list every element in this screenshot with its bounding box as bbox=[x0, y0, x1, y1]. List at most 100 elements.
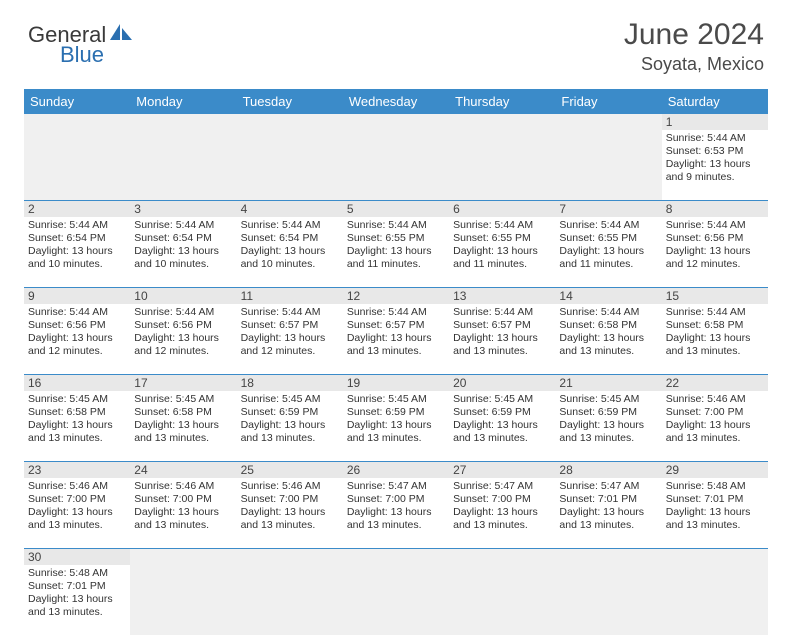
daylight-text: Daylight: 13 hours and 13 minutes. bbox=[347, 419, 445, 445]
daylight-text: Daylight: 13 hours and 13 minutes. bbox=[28, 419, 126, 445]
empty-cell bbox=[555, 565, 661, 635]
sunrise-text: Sunrise: 5:44 AM bbox=[241, 219, 339, 232]
day-number bbox=[343, 549, 449, 565]
sunrise-text: Sunrise: 5:46 AM bbox=[28, 480, 126, 493]
empty-cell bbox=[130, 130, 236, 200]
sunrise-text: Sunrise: 5:44 AM bbox=[666, 219, 764, 232]
day-number: 30 bbox=[24, 549, 130, 565]
day-number: 16 bbox=[24, 375, 130, 391]
sunrise-text: Sunrise: 5:47 AM bbox=[559, 480, 657, 493]
daylight-text: Daylight: 13 hours and 13 minutes. bbox=[28, 593, 126, 619]
sunrise-text: Sunrise: 5:47 AM bbox=[347, 480, 445, 493]
logo-text-blue: Blue bbox=[60, 42, 104, 68]
day-number bbox=[130, 549, 236, 565]
sunrise-text: Sunrise: 5:44 AM bbox=[134, 219, 232, 232]
sunset-text: Sunset: 7:00 PM bbox=[666, 406, 764, 419]
sunrise-text: Sunrise: 5:44 AM bbox=[453, 306, 551, 319]
daylight-text: Daylight: 13 hours and 12 minutes. bbox=[28, 332, 126, 358]
empty-cell bbox=[237, 565, 343, 635]
sunset-text: Sunset: 6:58 PM bbox=[28, 406, 126, 419]
sunrise-text: Sunrise: 5:48 AM bbox=[666, 480, 764, 493]
sunrise-text: Sunrise: 5:44 AM bbox=[28, 219, 126, 232]
sunrise-text: Sunrise: 5:44 AM bbox=[453, 219, 551, 232]
day-cell: Sunrise: 5:44 AMSunset: 6:53 PMDaylight:… bbox=[662, 130, 768, 200]
day-cell: Sunrise: 5:47 AMSunset: 7:01 PMDaylight:… bbox=[555, 478, 661, 548]
sunrise-text: Sunrise: 5:46 AM bbox=[134, 480, 232, 493]
day-cell: Sunrise: 5:45 AMSunset: 6:59 PMDaylight:… bbox=[555, 391, 661, 461]
daylight-text: Daylight: 13 hours and 13 minutes. bbox=[347, 332, 445, 358]
sunrise-text: Sunrise: 5:45 AM bbox=[453, 393, 551, 406]
sunset-text: Sunset: 6:58 PM bbox=[134, 406, 232, 419]
sunset-text: Sunset: 7:01 PM bbox=[28, 580, 126, 593]
day-cell: Sunrise: 5:44 AMSunset: 6:56 PMDaylight:… bbox=[24, 304, 130, 374]
daylight-text: Daylight: 13 hours and 13 minutes. bbox=[559, 332, 657, 358]
day-cell: Sunrise: 5:45 AMSunset: 6:58 PMDaylight:… bbox=[24, 391, 130, 461]
daylight-text: Daylight: 13 hours and 11 minutes. bbox=[559, 245, 657, 271]
week-row: Sunrise: 5:44 AMSunset: 6:56 PMDaylight:… bbox=[24, 304, 768, 375]
day-header-monday: Monday bbox=[130, 89, 236, 114]
day-cell: Sunrise: 5:44 AMSunset: 6:58 PMDaylight:… bbox=[662, 304, 768, 374]
day-number: 5 bbox=[343, 201, 449, 217]
week-row: Sunrise: 5:45 AMSunset: 6:58 PMDaylight:… bbox=[24, 391, 768, 462]
day-cell: Sunrise: 5:44 AMSunset: 6:55 PMDaylight:… bbox=[343, 217, 449, 287]
day-cell: Sunrise: 5:45 AMSunset: 6:59 PMDaylight:… bbox=[449, 391, 555, 461]
day-number: 21 bbox=[555, 375, 661, 391]
sunrise-text: Sunrise: 5:47 AM bbox=[453, 480, 551, 493]
day-cell: Sunrise: 5:44 AMSunset: 6:56 PMDaylight:… bbox=[662, 217, 768, 287]
daylight-text: Daylight: 13 hours and 13 minutes. bbox=[666, 332, 764, 358]
day-number: 8 bbox=[662, 201, 768, 217]
day-number: 25 bbox=[237, 462, 343, 478]
daylight-text: Daylight: 13 hours and 13 minutes. bbox=[134, 506, 232, 532]
day-cell: Sunrise: 5:46 AMSunset: 7:00 PMDaylight:… bbox=[24, 478, 130, 548]
day-number bbox=[237, 549, 343, 565]
sunrise-text: Sunrise: 5:46 AM bbox=[241, 480, 339, 493]
daylight-text: Daylight: 13 hours and 11 minutes. bbox=[347, 245, 445, 271]
day-cell: Sunrise: 5:44 AMSunset: 6:57 PMDaylight:… bbox=[343, 304, 449, 374]
empty-cell bbox=[449, 565, 555, 635]
day-number bbox=[449, 549, 555, 565]
day-header-friday: Friday bbox=[555, 89, 661, 114]
day-cell: Sunrise: 5:44 AMSunset: 6:57 PMDaylight:… bbox=[237, 304, 343, 374]
day-cell: Sunrise: 5:44 AMSunset: 6:54 PMDaylight:… bbox=[24, 217, 130, 287]
sunset-text: Sunset: 7:01 PM bbox=[559, 493, 657, 506]
daylight-text: Daylight: 13 hours and 11 minutes. bbox=[453, 245, 551, 271]
day-cell: Sunrise: 5:44 AMSunset: 6:56 PMDaylight:… bbox=[130, 304, 236, 374]
calendar: SundayMondayTuesdayWednesdayThursdayFrid… bbox=[24, 89, 768, 635]
day-number: 18 bbox=[237, 375, 343, 391]
day-header-thursday: Thursday bbox=[449, 89, 555, 114]
day-number: 26 bbox=[343, 462, 449, 478]
daylight-text: Daylight: 13 hours and 13 minutes. bbox=[453, 419, 551, 445]
daynum-row: 30 bbox=[24, 549, 768, 565]
sunrise-text: Sunrise: 5:45 AM bbox=[241, 393, 339, 406]
day-cell: Sunrise: 5:44 AMSunset: 6:54 PMDaylight:… bbox=[130, 217, 236, 287]
daylight-text: Daylight: 13 hours and 13 minutes. bbox=[453, 506, 551, 532]
sunrise-text: Sunrise: 5:44 AM bbox=[666, 132, 764, 145]
day-number bbox=[343, 114, 449, 130]
week-row: Sunrise: 5:46 AMSunset: 7:00 PMDaylight:… bbox=[24, 478, 768, 549]
sunset-text: Sunset: 7:00 PM bbox=[28, 493, 126, 506]
page-header: General June 2024 Soyata, Mexico bbox=[0, 0, 792, 83]
day-number: 28 bbox=[555, 462, 661, 478]
day-number: 22 bbox=[662, 375, 768, 391]
sunrise-text: Sunrise: 5:45 AM bbox=[347, 393, 445, 406]
sunset-text: Sunset: 6:57 PM bbox=[241, 319, 339, 332]
location-text: Soyata, Mexico bbox=[624, 54, 764, 75]
empty-cell bbox=[237, 130, 343, 200]
daylight-text: Daylight: 13 hours and 13 minutes. bbox=[134, 419, 232, 445]
sunset-text: Sunset: 6:54 PM bbox=[134, 232, 232, 245]
day-cell: Sunrise: 5:44 AMSunset: 6:58 PMDaylight:… bbox=[555, 304, 661, 374]
day-number bbox=[237, 114, 343, 130]
daylight-text: Daylight: 13 hours and 13 minutes. bbox=[666, 419, 764, 445]
daylight-text: Daylight: 13 hours and 13 minutes. bbox=[241, 419, 339, 445]
day-header-wednesday: Wednesday bbox=[343, 89, 449, 114]
sunset-text: Sunset: 6:55 PM bbox=[347, 232, 445, 245]
day-cell: Sunrise: 5:46 AMSunset: 7:00 PMDaylight:… bbox=[130, 478, 236, 548]
day-header-saturday: Saturday bbox=[662, 89, 768, 114]
daylight-text: Daylight: 13 hours and 9 minutes. bbox=[666, 158, 764, 184]
sunset-text: Sunset: 6:59 PM bbox=[453, 406, 551, 419]
sunrise-text: Sunrise: 5:44 AM bbox=[347, 306, 445, 319]
day-number: 11 bbox=[237, 288, 343, 304]
empty-cell bbox=[343, 565, 449, 635]
day-number: 9 bbox=[24, 288, 130, 304]
sunrise-text: Sunrise: 5:48 AM bbox=[28, 567, 126, 580]
